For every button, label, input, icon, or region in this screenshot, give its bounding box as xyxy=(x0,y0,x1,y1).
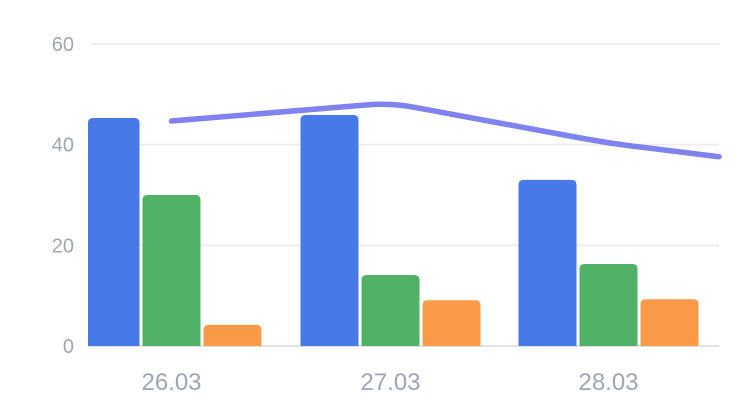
y-tick-label: 60 xyxy=(52,34,74,56)
bar-blue-bars-28.03 xyxy=(518,179,577,346)
x-category-label: 28.03 xyxy=(578,369,638,396)
bar-orange-bars-27.03 xyxy=(422,300,481,346)
x-category-label: 26.03 xyxy=(141,369,201,396)
bar-green-bars-26.03 xyxy=(142,195,201,346)
bar-green-bars-27.03 xyxy=(361,275,420,346)
bar-green-bars-28.03 xyxy=(579,263,638,346)
trend-line-path xyxy=(168,101,722,160)
y-tick-label: 20 xyxy=(52,235,74,257)
bar-blue-bars-26.03 xyxy=(88,117,140,347)
bar-orange-bars-28.03 xyxy=(640,299,699,346)
y-tick-label: 40 xyxy=(52,135,74,157)
x-category-label: 27.03 xyxy=(360,369,420,396)
bar-orange-bars-26.03 xyxy=(203,324,262,346)
bar-blue-bars-27.03 xyxy=(300,114,359,346)
y-tick-label: 0 xyxy=(63,336,74,358)
